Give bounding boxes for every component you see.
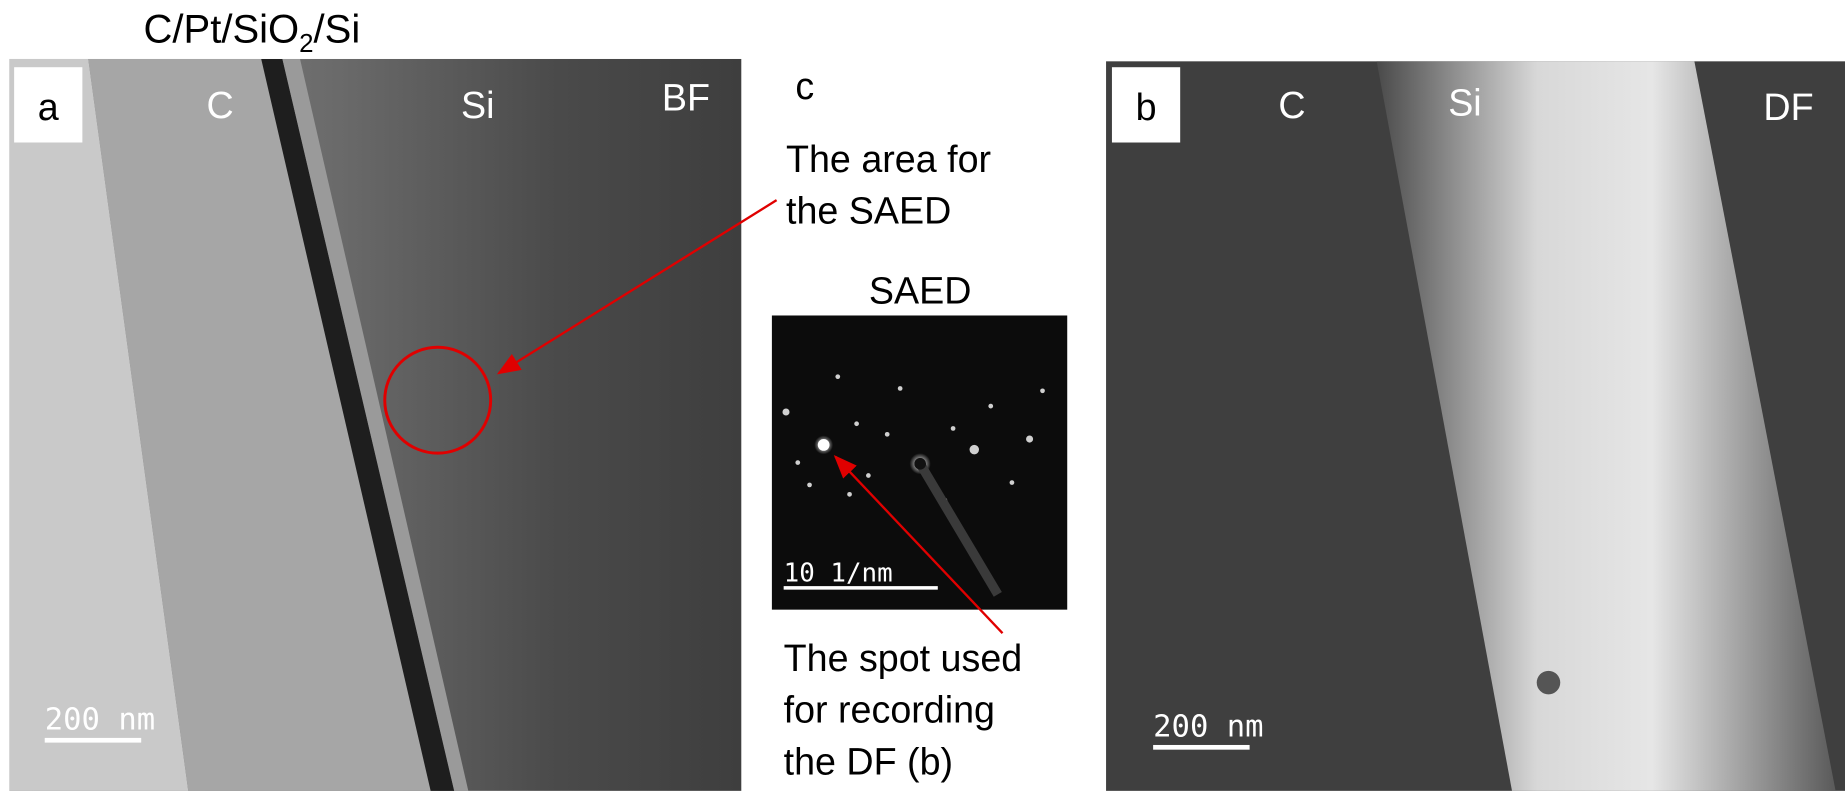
region-label: Si <box>461 84 494 126</box>
mode-label: BF <box>662 77 710 119</box>
annotation: The spot used <box>784 637 1023 679</box>
annotation: the SAED <box>786 190 951 232</box>
title-suffix: /Si <box>314 8 361 52</box>
scale-bar <box>784 586 938 590</box>
scale-bar-label: 200 nm <box>1153 710 1263 745</box>
page: {"title": {"main": "C/Pt/SiO", "subscrip… <box>0 0 1845 791</box>
panel-b: b C Si DF 200 nm <box>1106 61 1845 791</box>
region-label: C <box>206 84 233 126</box>
panel-label: a <box>38 86 59 128</box>
panel-label: b <box>1136 86 1157 128</box>
saed-title: SAED <box>869 270 972 312</box>
scale-bar-label: 10 1/nm <box>784 558 893 588</box>
title-main: C/Pt/SiO <box>144 8 300 52</box>
panel-label: c <box>795 65 814 107</box>
annotation: for recording <box>784 689 995 731</box>
figure-title: C/Pt/SiO2/Si <box>144 8 361 58</box>
region-label: Si <box>1448 81 1481 123</box>
title-subscript: 2 <box>299 30 313 58</box>
scale-bar <box>45 738 141 743</box>
particle <box>1537 671 1561 695</box>
figure: C/Pt/SiO2/Si a C Si BF 200 nm c The area… <box>0 0 1845 791</box>
beam-stopper-tip <box>914 458 926 470</box>
scale-bar <box>1153 745 1249 750</box>
region-label: C <box>1278 84 1305 126</box>
mode-label: DF <box>1763 86 1813 128</box>
annotation: the DF (b) <box>784 740 953 782</box>
scale-bar-label: 200 nm <box>45 703 155 738</box>
panel-a: a C Si BF 200 nm <box>9 59 741 791</box>
annotation: The area for <box>786 138 991 180</box>
